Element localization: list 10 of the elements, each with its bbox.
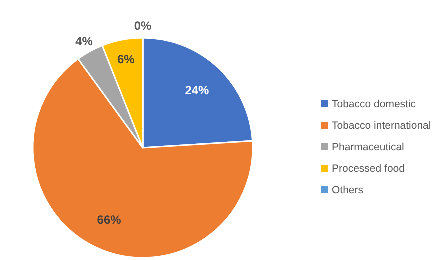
legend-label: Others — [332, 184, 364, 197]
data-label: 24% — [185, 83, 210, 98]
legend-label: Tobacco international — [332, 120, 432, 132]
legend-label: Tobacco domestic — [332, 98, 416, 111]
legend-label: Pharmaceutical — [332, 142, 404, 154]
text: 0% — [134, 19, 152, 34]
data-label: 6% — [117, 52, 136, 67]
legend-label: Processed food — [332, 163, 406, 176]
data-label: 66% — [97, 212, 122, 227]
data-label: 4% — [76, 34, 94, 48]
